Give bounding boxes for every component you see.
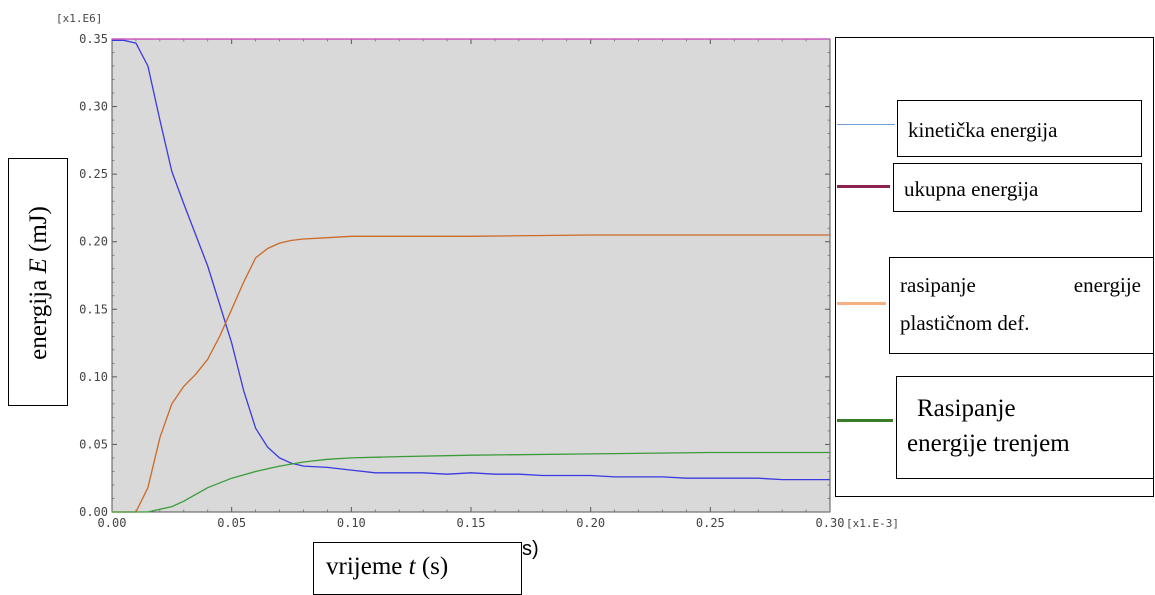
x-axis-label: vrijeme t (s) [314,543,521,581]
y-tick-label: 0.35 [79,32,108,46]
series-trenje [112,451,830,513]
y-axis-label-unit: (mJ) [25,206,52,259]
axes: 0.00 0.05 0.10 0.15 0.20 0.25 0.30 0.35 0.00 0.05… [79,32,844,530]
legend-label-trenje-1: Rasipanje [917,395,1016,422]
series-plasticna-deformacija [112,234,830,513]
x-tick-label: 0.25 [696,516,725,530]
legend-label-trenje-2: energije trenjem [907,430,1070,457]
y-axis-label: energija E (mJ) [25,206,53,360]
x-axis-label-fragment: s) [522,538,539,560]
series-layer [112,38,830,513]
legend-label-plasticna-2: plastičnom def. [900,311,1030,336]
x-axis-label-var: t [408,553,416,580]
legend-line-plasticna [837,302,886,305]
legend-label-ukupna: ukupna energija [904,177,1039,201]
y-tick-label: 0.20 [79,235,108,249]
y-tick-label: 0.05 [79,437,108,451]
x-tick-label: 0.05 [217,516,246,530]
series-kineticka-energija [112,39,830,481]
x-tick-label: 0.20 [576,516,605,530]
y-tick-label: 0.10 [79,370,108,384]
x-tick-label: 0.15 [457,516,486,530]
y-tick-label: 0.30 [79,100,108,114]
y-axis-label-var: E [25,258,52,274]
y-multiplier-label: [x1.E6] [56,12,102,25]
legend-line-ukupna [837,185,890,188]
y-tick-label: 0.25 [79,167,108,181]
legend-label-plasticna-1: rasipanje energije [900,273,1141,297]
legend-box-ukupna: ukupna energija [893,163,1142,212]
x-axis-label-name: vrijeme [326,553,409,580]
legend-box-trenje: Rasipanje energije trenjem [896,376,1154,479]
x-axis-label-unit: (s) [415,553,449,580]
legend-line-kineticka [837,124,895,125]
x-tick-label: 0.30 [816,516,845,530]
y-tick-label: 0.00 [79,505,108,519]
legend-line-trenje [837,419,893,422]
y-tick-label: 0.15 [79,302,108,316]
y-axis-label-box: energija E (mJ) [8,158,68,406]
x-tick-label: 0.10 [337,516,366,530]
x-tick-label: 0.00 [98,516,127,530]
legend-box-kineticka: kinetička energija [897,100,1142,157]
x-axis-label-box: vrijeme t (s) [313,542,522,595]
legend-label-kineticka: kinetička energija [908,118,1058,142]
plot-area [111,38,831,513]
x-multiplier-label: [x1.E-3] [846,517,899,530]
legend-box-plasticna: rasipanje energije plastičnom def. [889,257,1154,354]
y-axis-label-name: energija [25,273,52,360]
